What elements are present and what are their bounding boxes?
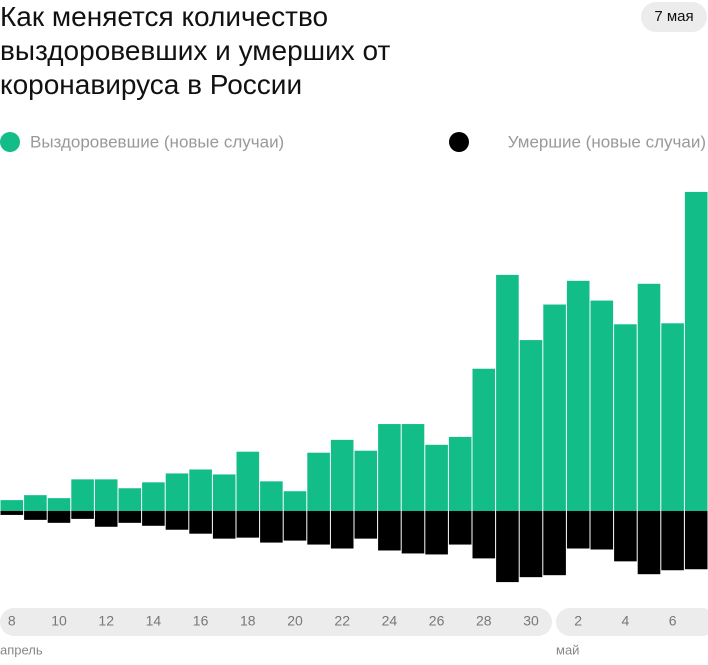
bar [684,191,708,511]
bar [283,491,307,511]
legend-swatch [449,132,469,152]
bar [496,274,519,511]
bar [401,510,425,554]
bar [378,424,401,511]
month-label: апрель [0,642,43,657]
x-tick-label: 28 [476,613,492,629]
bar [448,436,472,511]
bar [519,340,543,511]
x-tick-label: 8 [8,613,16,629]
bar [47,510,71,523]
x-tick-label: 16 [193,613,209,629]
x-tick-label: 14 [146,613,162,629]
bar [0,500,24,511]
bar [283,510,307,541]
x-tick-label: 4 [622,613,630,629]
bar [260,481,283,511]
bar [212,474,236,511]
bar [71,479,94,511]
bar [354,510,378,539]
bar [94,510,118,527]
bar [307,510,330,545]
bar [590,300,614,511]
bar [142,510,165,526]
date-badge-bg [641,2,707,32]
bar [307,452,330,511]
bar [637,510,661,575]
bar [566,280,590,511]
bar [71,510,94,519]
bar [614,510,637,562]
x-tick-label: 26 [429,613,445,629]
x-tick-label: 20 [287,613,303,629]
date-badge: 7 мая [654,8,693,25]
chart-title: Как меняется количество выздоровевших и … [0,1,391,100]
bar [236,451,260,511]
bar [472,368,496,511]
legend-label: Умершие (новые случаи) [508,132,706,151]
bar [165,473,189,511]
bar [189,510,212,534]
bar [330,439,354,511]
bar [189,469,212,511]
x-tick-label: 24 [382,613,398,629]
bar [448,510,472,545]
bar [24,495,47,511]
bar [543,304,566,511]
bar [354,450,378,511]
x-tick-label: 18 [240,613,256,629]
bar [24,510,47,520]
bar [94,479,118,511]
bar [118,488,142,511]
bar [47,498,71,511]
bar [330,510,354,549]
bar [378,510,401,551]
bar [661,323,684,511]
bar [661,510,684,571]
bar [684,510,708,570]
x-tick-label: 6 [669,613,677,629]
month-band [0,608,552,636]
bar [425,510,448,555]
month-label: май [556,642,579,657]
bar [236,510,260,538]
bar [212,510,236,539]
bar [118,510,142,523]
bar [614,324,637,511]
bar [401,424,425,511]
bar [0,510,24,515]
legend-label: Выздоровевшие (новые случаи) [30,132,284,151]
bar [637,283,661,511]
bar [496,510,519,583]
bar [472,510,496,559]
bar [566,510,590,549]
x-tick-label: 22 [334,613,350,629]
x-tick-label: 10 [51,613,67,629]
bar [543,510,566,576]
legend-swatch [0,132,20,152]
bar [165,510,189,530]
bar [519,510,543,578]
x-tick-label: 30 [523,613,539,629]
bar [425,444,448,511]
month-band [556,608,708,636]
x-tick-label: 12 [98,613,114,629]
bar [590,510,614,550]
bar [260,510,283,543]
x-tick-label: 2 [574,613,582,629]
bar [142,482,165,511]
